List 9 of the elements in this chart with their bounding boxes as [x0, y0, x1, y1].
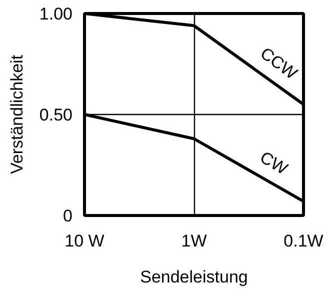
y-tick-label: 0.50 — [39, 106, 73, 124]
x-tick-label: 1W — [181, 232, 207, 250]
y-tick-label: 0 — [63, 206, 73, 226]
x-axis-title: Sendeleistung — [140, 268, 248, 286]
y-axis-title: Verständlichkeit — [7, 54, 26, 174]
x-tick-label: 0.1W — [284, 232, 324, 250]
x-tick-label: 10 W — [64, 232, 104, 250]
text: CW — [256, 148, 291, 178]
y-tick-label: 1.00 — [39, 4, 73, 24]
